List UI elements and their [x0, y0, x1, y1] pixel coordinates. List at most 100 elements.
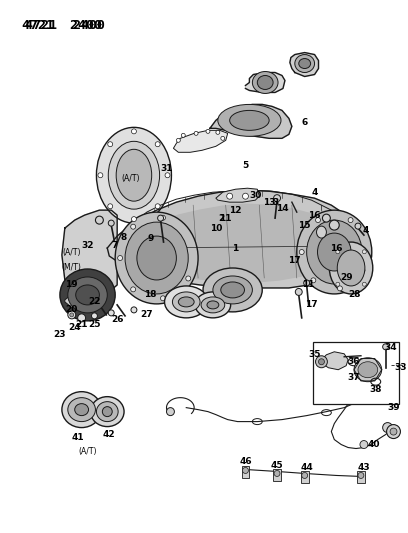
Ellipse shape [164, 286, 208, 318]
Text: 4: 4 [363, 225, 369, 235]
Circle shape [227, 193, 233, 199]
Circle shape [157, 215, 164, 221]
Ellipse shape [299, 59, 310, 69]
Text: 32: 32 [81, 240, 94, 249]
Text: 22: 22 [88, 297, 101, 306]
Circle shape [358, 472, 364, 479]
Circle shape [322, 214, 330, 222]
Circle shape [274, 471, 280, 477]
Bar [313, 342, 399, 403]
Circle shape [131, 307, 137, 313]
Circle shape [348, 217, 353, 223]
Polygon shape [62, 210, 117, 293]
Text: (A/T): (A/T) [122, 174, 140, 183]
Circle shape [383, 423, 392, 433]
Text: 29: 29 [340, 273, 353, 282]
Circle shape [299, 249, 304, 255]
Circle shape [70, 313, 74, 317]
Ellipse shape [257, 76, 273, 90]
Text: 11: 11 [302, 280, 315, 289]
Circle shape [221, 136, 225, 140]
Text: 30: 30 [249, 191, 262, 200]
Text: 46: 46 [239, 457, 252, 466]
Text: 16: 16 [308, 211, 321, 220]
Circle shape [336, 250, 340, 254]
Text: 26: 26 [111, 316, 123, 325]
Text: 28: 28 [348, 290, 360, 300]
Circle shape [181, 133, 185, 138]
Circle shape [98, 173, 103, 177]
Text: 5: 5 [242, 161, 248, 170]
Polygon shape [117, 204, 354, 282]
Text: 15: 15 [298, 221, 311, 230]
Text: 18: 18 [144, 290, 157, 300]
Bar [357, 472, 365, 483]
Circle shape [216, 131, 220, 134]
Circle shape [319, 359, 324, 365]
Text: 12: 12 [229, 206, 242, 215]
Text: 31: 31 [160, 164, 173, 173]
Text: 4721  2400: 4721 2400 [25, 19, 105, 33]
Circle shape [166, 408, 174, 416]
Text: 34: 34 [384, 343, 397, 352]
Circle shape [362, 282, 366, 286]
Ellipse shape [295, 54, 315, 72]
Polygon shape [246, 72, 285, 92]
Ellipse shape [125, 222, 188, 294]
Circle shape [295, 288, 302, 295]
Circle shape [387, 425, 400, 439]
Circle shape [311, 278, 316, 283]
Circle shape [242, 467, 248, 473]
Text: 43: 43 [357, 463, 370, 472]
Text: 14: 14 [276, 204, 288, 213]
Circle shape [206, 130, 210, 133]
Bar [242, 466, 249, 479]
Circle shape [390, 428, 397, 435]
Polygon shape [216, 188, 259, 202]
Text: 11: 11 [220, 214, 232, 223]
Circle shape [355, 223, 361, 229]
Text: 33: 33 [394, 363, 407, 372]
Circle shape [160, 215, 166, 220]
Polygon shape [173, 131, 228, 152]
Bar [273, 470, 281, 481]
Circle shape [165, 173, 170, 177]
Ellipse shape [317, 233, 351, 271]
Ellipse shape [195, 292, 231, 318]
Ellipse shape [201, 297, 225, 313]
Ellipse shape [115, 212, 198, 304]
Text: 3: 3 [272, 198, 278, 207]
Ellipse shape [213, 276, 253, 304]
Ellipse shape [207, 301, 219, 309]
Circle shape [383, 344, 388, 350]
Text: 25: 25 [88, 320, 101, 329]
Circle shape [337, 286, 342, 291]
Circle shape [131, 224, 135, 229]
Ellipse shape [329, 242, 373, 294]
Ellipse shape [68, 398, 95, 422]
Ellipse shape [108, 141, 160, 209]
Circle shape [360, 268, 365, 273]
Ellipse shape [96, 127, 171, 223]
Ellipse shape [75, 403, 89, 416]
Circle shape [155, 204, 160, 209]
Polygon shape [107, 190, 361, 288]
Circle shape [360, 441, 368, 449]
Circle shape [329, 220, 339, 230]
Ellipse shape [358, 362, 378, 378]
Ellipse shape [60, 269, 115, 321]
Circle shape [108, 220, 114, 226]
Text: (A/T): (A/T) [78, 447, 97, 456]
Text: 21: 21 [75, 320, 88, 329]
Ellipse shape [62, 392, 101, 427]
Text: 35: 35 [308, 350, 321, 359]
Polygon shape [322, 352, 348, 370]
Circle shape [118, 255, 122, 261]
Polygon shape [210, 104, 292, 139]
Text: 42: 42 [103, 430, 115, 439]
Ellipse shape [76, 285, 100, 305]
Text: 17: 17 [288, 255, 301, 264]
Text: (A/T): (A/T) [62, 247, 81, 256]
Circle shape [242, 193, 248, 199]
Text: 7: 7 [111, 240, 118, 249]
